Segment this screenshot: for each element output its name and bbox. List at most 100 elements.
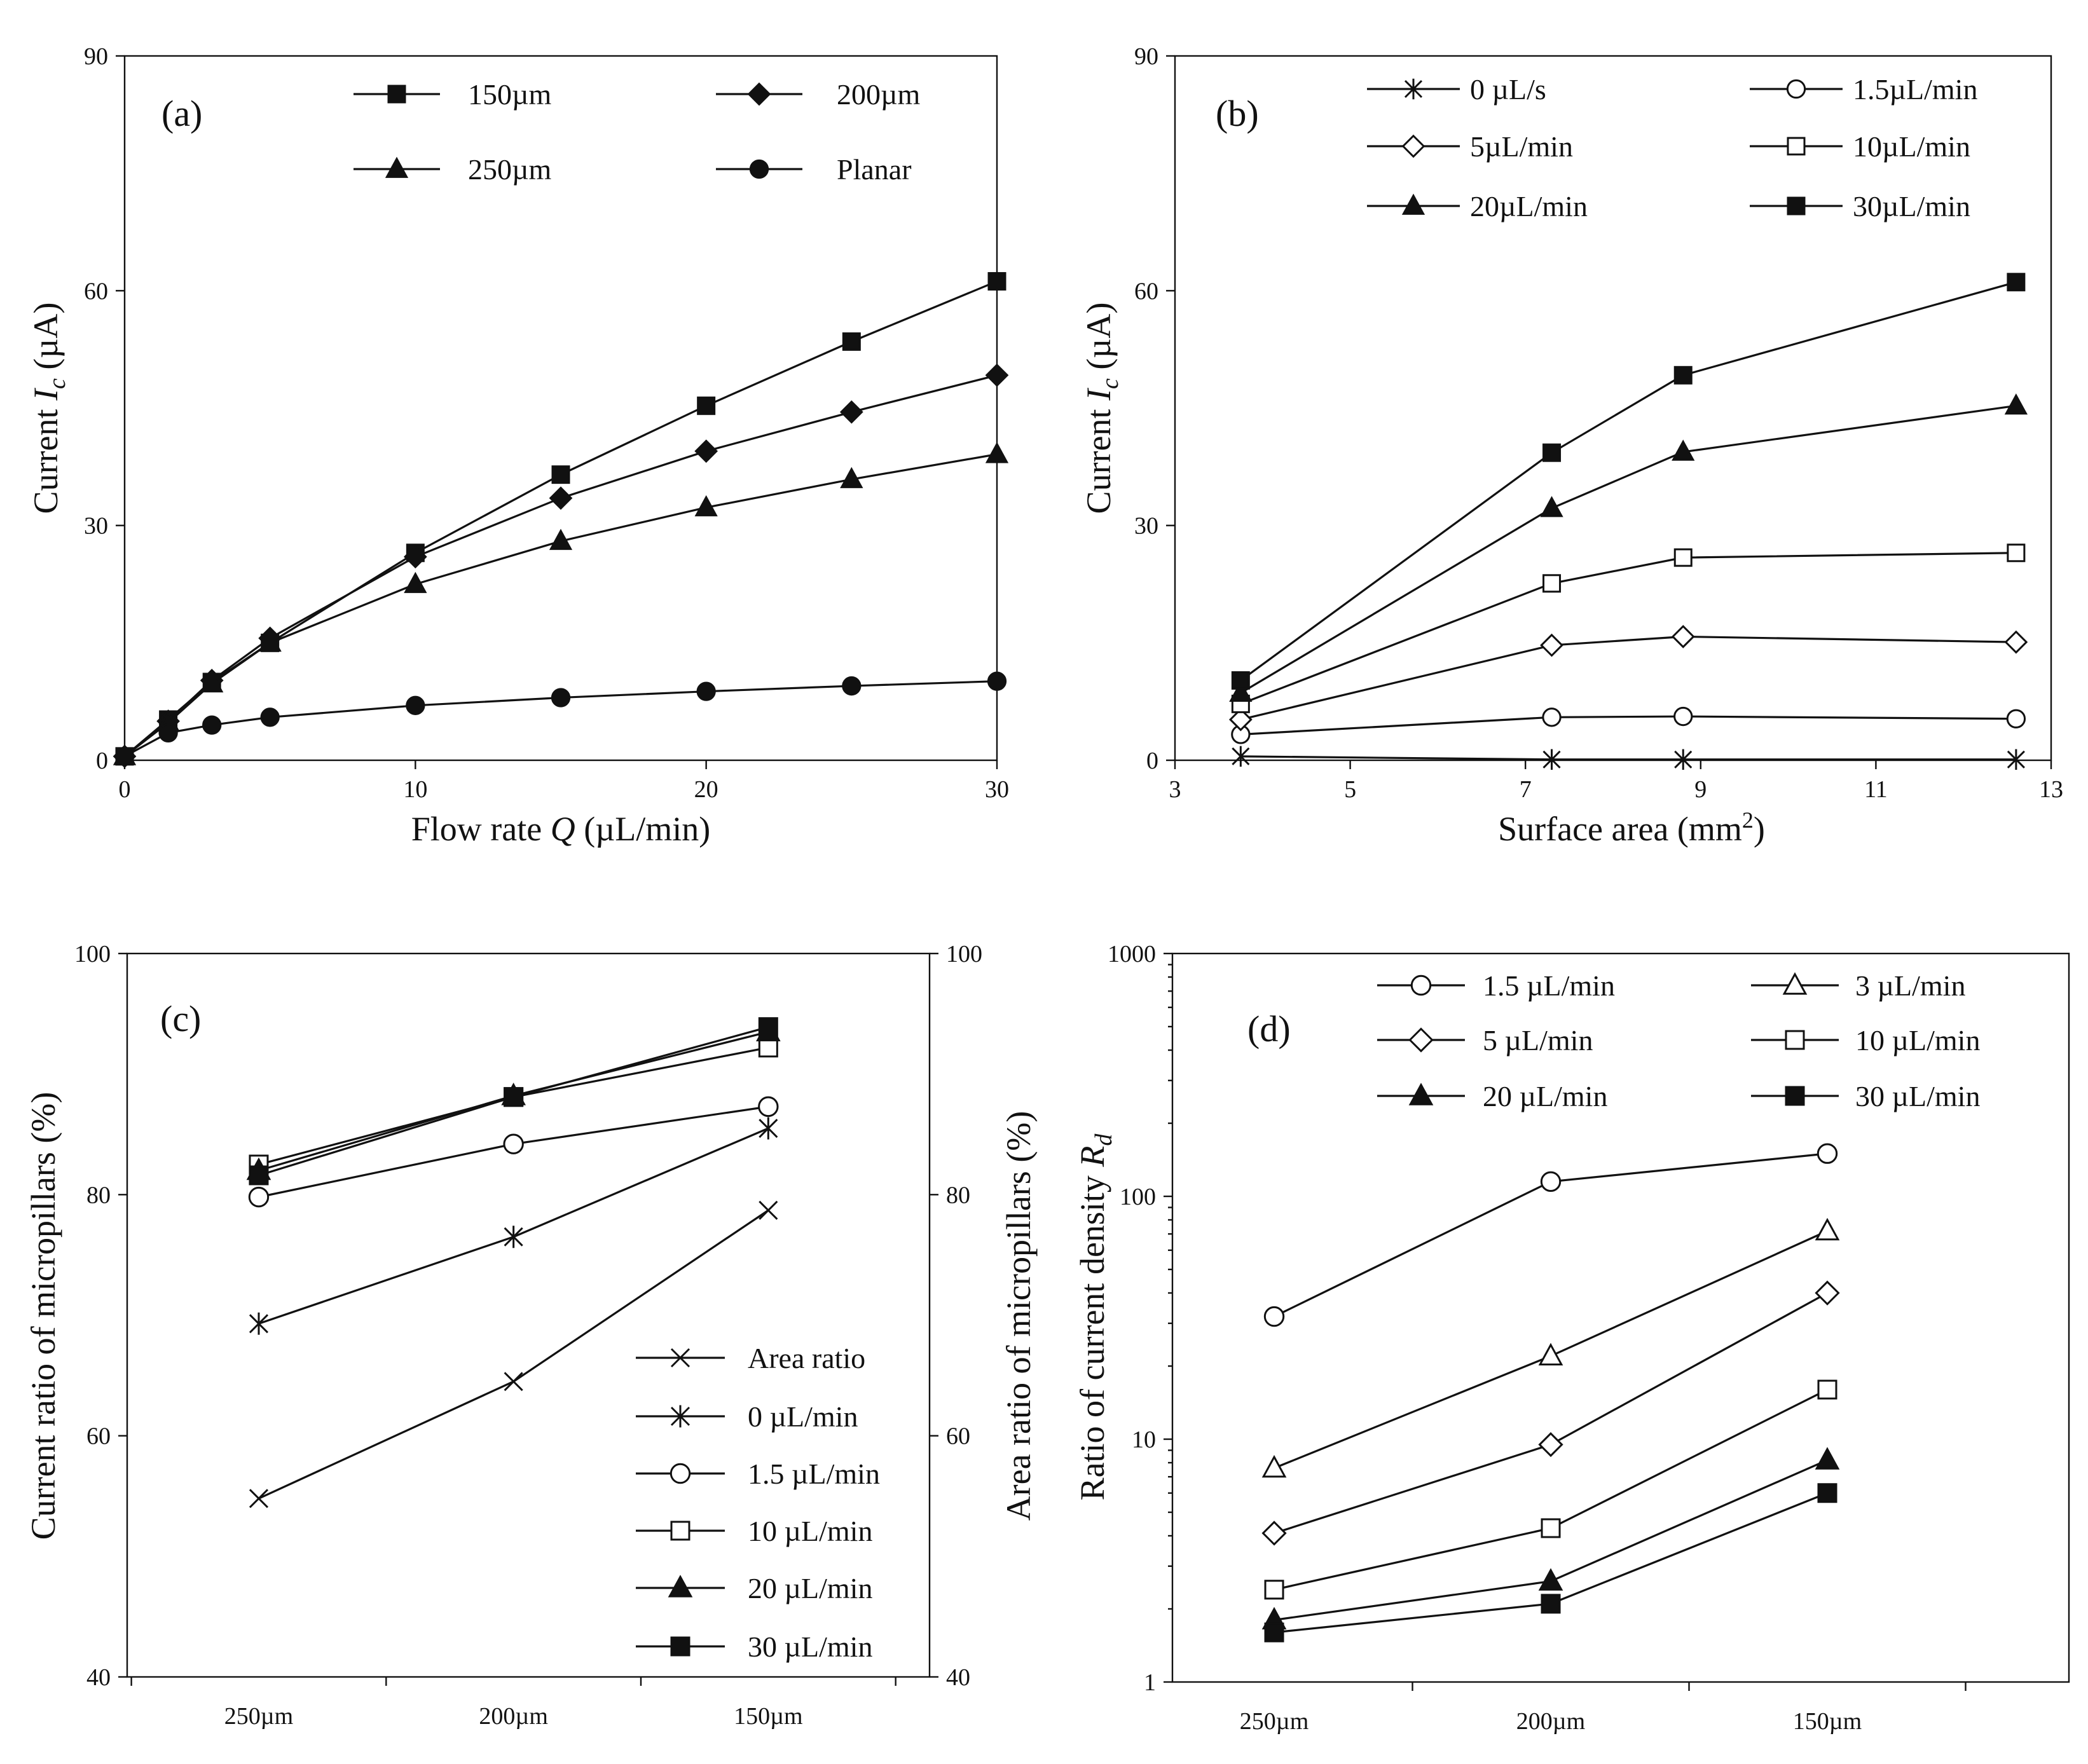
panel-c-x-category-250um: 250µm — [224, 1703, 293, 1730]
panel-b-point-20ul-min-0 — [1229, 680, 1253, 702]
panel-a-point-planar-4 — [406, 695, 425, 715]
panel-d-legend-marker-10-ul-min — [1785, 1030, 1805, 1050]
panel-b-point-5ul-min-1 — [1540, 633, 1563, 657]
panel-c-point-area-ratio-1 — [504, 1372, 523, 1391]
panel-a-point-200um-8 — [985, 363, 1009, 387]
panel-b-legend-label-30ul-min: 30µL/min — [1853, 190, 1970, 222]
panel-d-legend: 1.5 µL/min 3 µL/min 5 µL/min 10 µL/min 20 µL… — [1377, 969, 1980, 1112]
panel-a-point-planar-7 — [842, 676, 862, 696]
panel-d-series-3-ul-min — [1261, 1217, 1840, 1478]
panel-b-point-10ul-min-2 — [1673, 548, 1693, 567]
panel-a-legend-label-250um: 250µm — [468, 153, 552, 186]
panel-b-x-axis-label: Surface area (mm2) — [1498, 807, 1765, 848]
panel-a-legend-item-250um: 250µm — [354, 153, 552, 186]
panel-a-legend-marker-150um — [387, 85, 406, 104]
panel-c-legend-marker-10-ul-min — [670, 1521, 690, 1541]
panel-a-legend-item-150um: 150µm — [354, 78, 552, 111]
panel-b-ticks: 0 30 60 90 3 5 7 9 11 13 — [1134, 43, 2063, 803]
panel-c-series-area-ratio — [249, 1200, 778, 1508]
panel-b-legend-item-5ul-min: 5µL/min — [1367, 130, 1573, 163]
panel-d-legend-label-1-5-ul-min: 1.5 µL/min — [1483, 969, 1615, 1002]
panel-c-y-tick-label-3: 100 — [74, 941, 111, 967]
panel-d-point-3-ul-min-1 — [1538, 1343, 1563, 1365]
panel-b-legend: 0 µL/s 1.5µL/min 5µL/min 10µL/min 20µL/min 30… — [1367, 73, 1977, 222]
panel-d-point-1-5-ul-min-0 — [1263, 1306, 1285, 1327]
panel-a-point-200um-5 — [549, 486, 573, 510]
panel-b-x-tick-label-2: 7 — [1520, 776, 1532, 803]
panel-d-label: (d) — [1247, 1008, 1291, 1050]
panel-a-x-tick-label-2: 20 — [694, 776, 718, 803]
panel-a-legend-label-150um: 150µm — [468, 78, 552, 111]
panel-a-legend-item-200um: 200µm — [716, 78, 921, 111]
panel-a-point-200um-6 — [694, 439, 718, 463]
panel-a-point-150um-8 — [987, 272, 1006, 291]
panel-c-label: (c) — [160, 998, 201, 1039]
panel-c-point-area-ratio-2 — [759, 1200, 778, 1220]
panel-c-legend-marker-20-ul-min — [668, 1575, 693, 1597]
panel-a-legend-marker-planar — [749, 159, 769, 179]
panel-b-line-30ul-min — [1240, 281, 2017, 681]
panel-a-y-tick-label-2: 60 — [84, 278, 108, 304]
panel-c-point-10-ul-min-2 — [758, 1037, 778, 1058]
panel-a-y-axis-label: Current Ic (µA) — [27, 303, 71, 514]
panel-b-legend-item-1-5ul-min: 1.5µL/min — [1750, 73, 1977, 106]
panel-a-legend: 150µm 200µm 250µm Planar — [354, 78, 921, 186]
panel-b-legend-marker-30ul-min — [1787, 196, 1806, 215]
panel-d-series-30-ul-min — [1264, 1483, 1837, 1643]
panel-a-series — [113, 272, 1009, 769]
panel-c-legend: Area ratio 0 µL/min 1.5 µL/min 10 µL/min 20 … — [636, 1342, 880, 1663]
panel-d-point-30-ul-min-1 — [1541, 1594, 1561, 1614]
panel-d-y-tick-label-2: 100 — [1120, 1184, 1156, 1210]
panel-a-label: (a) — [161, 93, 202, 134]
panel-c-legend-label-1-5-ul-min: 1.5 µL/min — [748, 1458, 880, 1490]
panel-a-x-tick-label-1: 10 — [403, 776, 427, 803]
panel-b-point-20ul-min-3 — [2004, 393, 2028, 415]
panel-d-x-category-150um: 150µm — [1793, 1708, 1862, 1735]
panel-d-point-1-5-ul-min-1 — [1540, 1171, 1562, 1193]
panel-d-point-3-ul-min-0 — [1261, 1454, 1287, 1478]
panel-b-point-1-5ul-min-1 — [1542, 708, 1562, 727]
panel-a-legend-label-200um: 200µm — [837, 78, 921, 111]
panel-c-series-1-5-ul-min — [248, 1096, 779, 1208]
panel-c-series-0-ul-min — [249, 1117, 778, 1335]
panel-d-point-20-ul-min-2 — [1815, 1447, 1840, 1470]
panel-a-point-planar-1 — [158, 723, 178, 743]
panel-b-y-tick-label-3: 90 — [1134, 43, 1158, 70]
panel-d-legend-marker-1-5-ul-min — [1410, 974, 1432, 996]
panel-c-legend-marker-area-ratio — [670, 1348, 690, 1368]
panel-a-x-tick-label-3: 30 — [985, 776, 1009, 803]
panel-a-y-tick-label-0: 0 — [96, 748, 108, 774]
panel-b-y-tick-label-0: 0 — [1146, 748, 1158, 774]
panel-b-point-0-ul-s-2 — [1674, 749, 1693, 770]
panel-c-point-1-5-ul-min-1 — [503, 1133, 524, 1154]
panel-b-legend-item-20ul-min: 20µL/min — [1367, 190, 1588, 222]
panel-c-legend-label-10-ul-min: 10 µL/min — [748, 1515, 872, 1547]
panel-c-right-y-tick-label-1: 60 — [946, 1423, 970, 1450]
panel-c-ticks: 40 60 80 100 40 60 80 100 250µm 200µm 150µm — [74, 941, 982, 1730]
panel-a-plot-frame — [123, 55, 998, 762]
panel-b-legend-item-0-ul-s: 0 µL/s — [1367, 73, 1546, 106]
panel-b-point-0-ul-s-3 — [2007, 749, 2025, 770]
panel-c-series — [246, 1017, 781, 1508]
panel-b-point-1-5ul-min-2 — [1673, 706, 1693, 727]
panel-c-point-0-ul-min-0 — [249, 1312, 269, 1335]
panel-c-series-30-ul-min — [249, 1017, 778, 1186]
panel-a-point-150um-7 — [842, 332, 861, 351]
panel-d-legend-item-20-ul-min: 20 µL/min — [1377, 1080, 1607, 1112]
panel-d-series-10-ul-min — [1264, 1379, 1837, 1600]
panel-b-line-10ul-min — [1240, 552, 2016, 705]
panel-d-point-3-ul-min-2 — [1815, 1217, 1840, 1241]
panel-d-x-category-250um: 250µm — [1240, 1708, 1308, 1735]
panel-d: 1 10 100 1000 250µm 200µm 150µm 1.5 µL/min 3 µL… — [1073, 941, 2070, 1735]
panel-d-point-10-ul-min-1 — [1541, 1518, 1561, 1538]
panel-d-point-30-ul-min-0 — [1264, 1622, 1284, 1643]
panel-c-x-category-150um: 150µm — [734, 1703, 802, 1730]
panel-c-point-0-ul-min-2 — [759, 1117, 778, 1140]
panel-a-point-planar-6 — [696, 681, 716, 701]
panel-c-point-30-ul-min-1 — [504, 1087, 524, 1107]
panel-b-point-5ul-min-0 — [1228, 708, 1253, 732]
panel-a-point-planar-8 — [987, 671, 1007, 691]
panel-a-point-150um-6 — [697, 396, 716, 415]
panel-c-point-0-ul-min-1 — [504, 1226, 523, 1248]
